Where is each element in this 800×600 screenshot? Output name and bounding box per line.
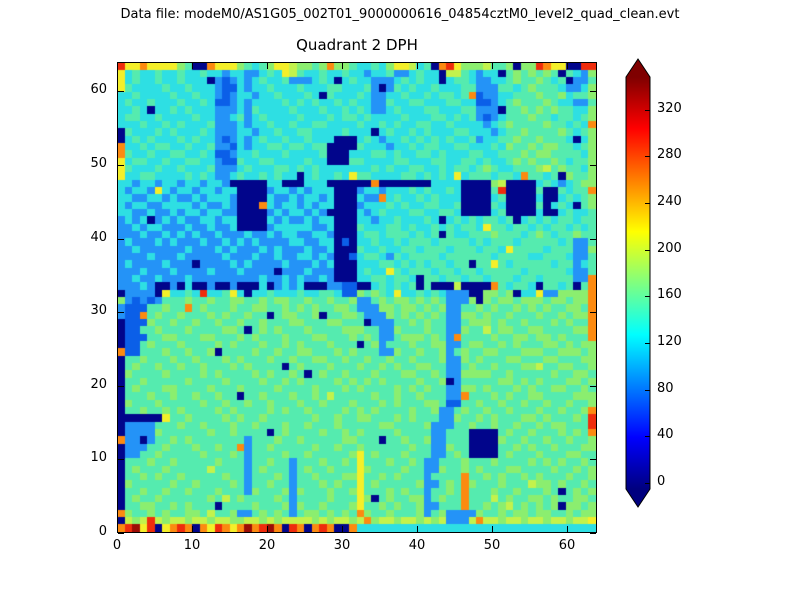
y-tick-label: 10 [90,450,107,466]
y-tick-mark [118,91,124,93]
y-tick-mark [590,385,596,387]
datafile-label: Data file: modeM0/AS1G05_002T01_90000006… [120,7,680,22]
colorbar-tick-label: 80 [657,380,674,396]
colorbar-tick-mark [645,203,650,205]
y-tick-mark [590,238,596,240]
x-tick-label: 10 [183,538,201,553]
colorbar-tick-label: 120 [657,334,682,350]
heatmap-axes [117,62,597,534]
plot-title: Quadrant 2 DPH [296,36,418,54]
colorbar-extend-max-arrow [626,59,650,77]
colorbar-outline [625,58,651,508]
x-tick-mark [492,526,493,532]
colorbar-tick-mark [645,483,650,485]
y-tick-mark [118,533,124,534]
colorbar-tick-mark [645,436,650,438]
y-tick-mark [590,312,596,314]
y-tick-label: 50 [90,156,107,172]
y-tick-mark [590,165,596,167]
x-tick-label: 50 [483,538,501,553]
x-tick-mark [567,526,568,532]
colorbar-tick-mark [645,249,650,251]
colorbar-tick-label: 200 [657,240,682,256]
x-tick-mark [267,63,268,69]
colorbar-tick-mark [645,389,650,391]
x-tick-label: 0 [112,538,122,553]
colorbar-tick-label: 280 [657,147,682,163]
x-tick-mark [342,63,343,69]
y-tick-mark [590,533,596,534]
x-tick-mark [417,526,418,532]
y-tick-label: 30 [90,303,107,319]
x-tick-mark [117,526,118,532]
colorbar-tick-label: 160 [657,287,682,303]
colorbar-tick-label: 240 [657,194,682,210]
x-tick-mark [192,63,193,69]
x-tick-mark [567,63,568,69]
colorbar-gradient [626,77,650,489]
y-tick-label: 40 [90,229,107,245]
x-tick-mark [192,526,193,532]
x-tick-mark [117,63,118,69]
x-tick-mark [492,63,493,69]
x-tick-label: 20 [258,538,276,553]
y-tick-mark [118,385,124,387]
colorbar-tick-mark [645,343,650,345]
heatmap-image [118,63,596,532]
x-tick-label: 40 [408,538,426,553]
colorbar-tick-label: 320 [657,100,682,116]
y-tick-mark [590,91,596,93]
x-tick-mark [342,526,343,532]
y-tick-label: 20 [90,376,107,392]
y-tick-label: 60 [90,82,107,98]
y-tick-label: 0 [98,524,107,539]
y-tick-mark [118,238,124,240]
y-tick-mark [590,459,596,461]
y-tick-mark [118,165,124,167]
colorbar-tick-label: 40 [657,427,674,443]
x-tick-label: 30 [333,538,351,553]
colorbar-tick-mark [645,296,650,298]
x-tick-mark [417,63,418,69]
x-tick-mark [267,526,268,532]
x-tick-label: 60 [558,538,576,553]
y-tick-mark [118,459,124,461]
colorbar-extend-min-arrow [626,489,650,507]
y-tick-mark [118,312,124,314]
colorbar-tick-label: 0 [657,474,666,490]
colorbar [625,58,651,508]
colorbar-tick-mark [645,156,650,158]
colorbar-tick-mark [645,109,650,111]
